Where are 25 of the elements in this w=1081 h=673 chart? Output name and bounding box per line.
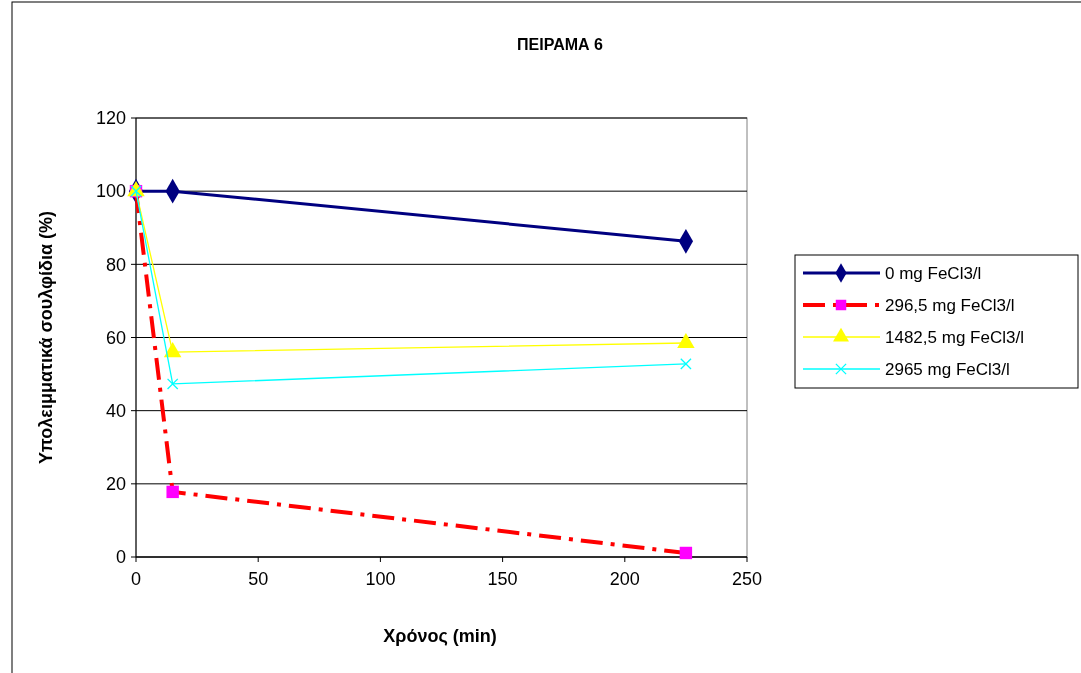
point: [679, 546, 693, 560]
y-tick-label: 100: [95, 181, 126, 202]
x-tick-label: 200: [609, 569, 640, 589]
x-tick-label: 0: [130, 569, 142, 589]
legend-label: 2965 mg FeCl3/l: [885, 359, 1010, 379]
y-tick-label: 80: [105, 254, 126, 275]
x-tick-label: 150: [487, 569, 518, 589]
legend-label: 296,5 mg FeCl3/l: [885, 295, 1015, 315]
y-axis-title: Υπολειμματικά σουλφίδια (%): [36, 211, 56, 464]
legend-label: 1482,5 mg FeCl3/l: [885, 327, 1024, 347]
point: [680, 358, 692, 370]
x-axis-title: Χρόνος (min): [383, 626, 497, 646]
chart-title: ΠΕΙΡΑΜΑ 6: [517, 36, 604, 53]
y-tick-label: 60: [105, 327, 126, 348]
y-tick-label: 40: [105, 400, 126, 421]
y-tick-label: 120: [95, 108, 126, 129]
y-tick-label: 0: [115, 547, 126, 568]
x-tick-label: 250: [731, 569, 763, 589]
x-tick-label: 100: [365, 569, 396, 589]
point: [166, 378, 179, 390]
x-tick-label: 50: [248, 569, 269, 589]
point: [163, 342, 182, 358]
legend-label: 0 mg FeCl3/l: [885, 263, 982, 283]
y-tick-label: 20: [105, 474, 126, 495]
point: [166, 485, 179, 499]
